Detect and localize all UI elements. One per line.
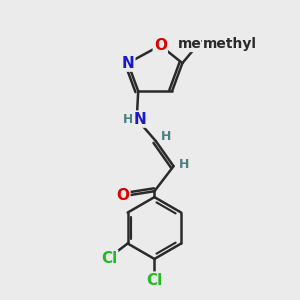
Text: O: O: [154, 38, 167, 53]
Text: H: H: [179, 158, 189, 171]
Text: Cl: Cl: [101, 251, 117, 266]
Text: N: N: [133, 112, 146, 127]
Text: Cl: Cl: [146, 273, 163, 288]
Text: H: H: [123, 112, 134, 126]
Text: O: O: [116, 188, 129, 203]
Text: methyl: methyl: [202, 37, 256, 51]
Text: methyl: methyl: [178, 37, 232, 51]
Text: H: H: [161, 130, 171, 143]
Text: N: N: [122, 56, 134, 70]
